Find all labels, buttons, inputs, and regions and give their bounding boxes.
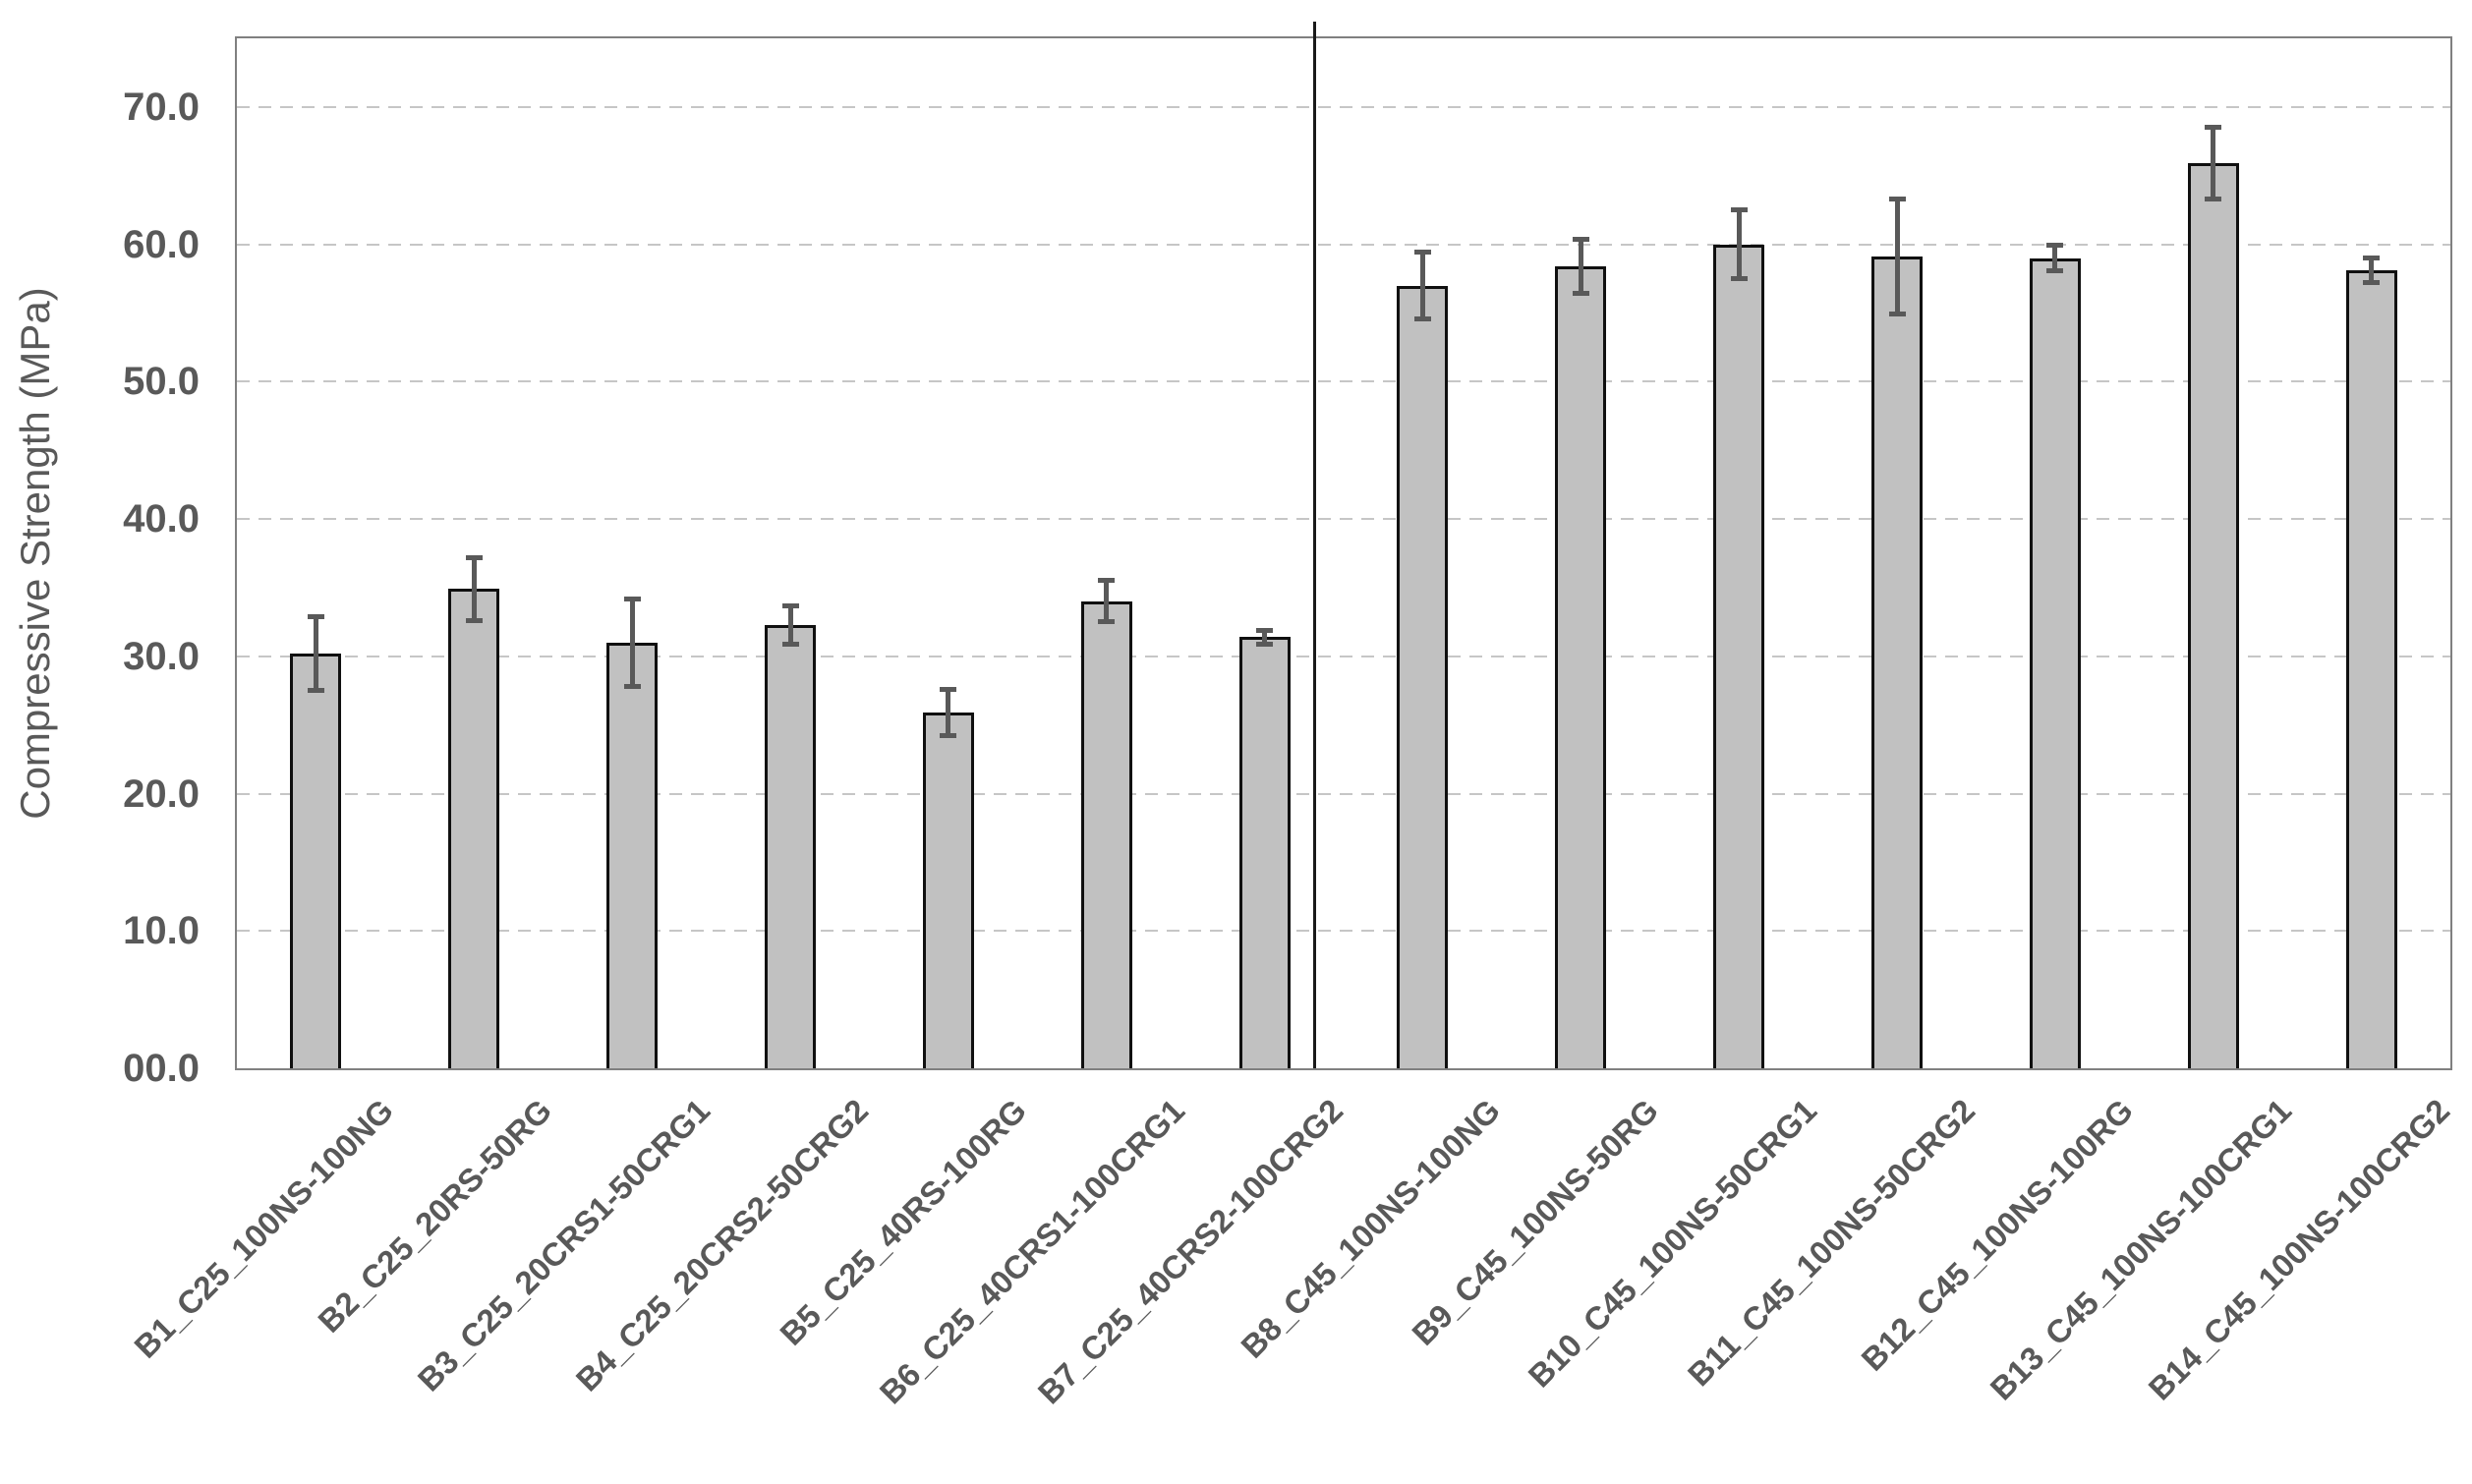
error-bar xyxy=(1894,199,1900,314)
error-bar-cap xyxy=(1572,236,1589,242)
bar xyxy=(1713,244,1765,1068)
error-bar xyxy=(787,605,793,645)
error-bar-cap xyxy=(2046,267,2064,273)
gridline xyxy=(237,518,2450,521)
y-tick-label: 50.0 xyxy=(123,360,200,404)
error-bar-cap xyxy=(1888,196,1906,201)
error-bar xyxy=(313,616,318,691)
y-tick-label: 60.0 xyxy=(123,222,200,266)
bar xyxy=(448,589,500,1068)
error-bar-cap xyxy=(781,602,799,608)
x-tick-label-text: B8_C45_100NS-100NG xyxy=(1234,1092,1508,1365)
error-bar-cap xyxy=(2046,243,2064,249)
x-tick-label-text: B11_C45_100NS-50CRG2 xyxy=(1680,1092,1983,1394)
error-bar-cap xyxy=(2363,256,2381,261)
error-bar xyxy=(471,557,477,621)
error-bar-cap xyxy=(307,688,324,694)
error-bar-cap xyxy=(940,686,957,692)
error-bar-cap xyxy=(1256,627,1274,633)
y-tick-label: 30.0 xyxy=(123,634,200,678)
y-tick-label: 00.0 xyxy=(123,1047,200,1090)
bar xyxy=(2029,257,2081,1068)
error-bar-cap xyxy=(465,617,483,623)
error-bar xyxy=(1578,239,1583,294)
error-bar xyxy=(1104,580,1110,622)
error-bar-cap xyxy=(2205,196,2222,201)
error-bar-cap xyxy=(2205,125,2222,131)
gridline xyxy=(237,380,2450,383)
error-bar-cap xyxy=(781,641,799,647)
error-bar xyxy=(1262,630,1268,645)
error-bar-cap xyxy=(1730,276,1748,282)
error-bar-cap xyxy=(1888,312,1906,317)
error-bar xyxy=(1419,252,1425,319)
gridline xyxy=(237,105,2450,108)
error-bar-cap xyxy=(623,596,641,601)
x-tick-label-text: B1_C25_100NS-100NG xyxy=(127,1092,401,1365)
error-bar xyxy=(629,599,635,687)
error-bar-cap xyxy=(1413,315,1431,321)
x-tick-label-text: B6_C25_40CRS1-100CRG1 xyxy=(872,1092,1191,1411)
group-divider-line xyxy=(1313,22,1317,1068)
gridline xyxy=(237,792,2450,795)
y-tick-label: 20.0 xyxy=(123,771,200,816)
error-bar-cap xyxy=(623,684,641,690)
bar xyxy=(1238,637,1291,1068)
x-tick-label-text: B3_C25_20CRS1-50CRG1 xyxy=(410,1092,718,1398)
y-tick-label: 40.0 xyxy=(123,497,200,542)
error-bar-cap xyxy=(307,613,324,619)
error-bar xyxy=(946,689,951,736)
x-tick-label-text: B10_C45_100NS-50CRG1 xyxy=(1521,1092,1824,1395)
x-tick-label-text: B12_C45_100NS-100RG xyxy=(1854,1092,2141,1378)
x-tick-label-text: B7_C25_40CRS2-100CRG2 xyxy=(1030,1092,1350,1411)
y-tick-label: 70.0 xyxy=(123,85,200,129)
error-bar-cap xyxy=(1098,619,1116,625)
y-tick-label: 10.0 xyxy=(123,909,200,953)
plot-area xyxy=(235,36,2452,1070)
bar xyxy=(1555,265,1607,1068)
error-bar xyxy=(2211,127,2216,200)
error-bar-cap xyxy=(940,733,957,739)
error-bar-cap xyxy=(2363,280,2381,286)
bar xyxy=(2187,163,2239,1068)
bar xyxy=(290,654,342,1068)
bar xyxy=(765,624,816,1068)
bar xyxy=(922,713,974,1068)
error-bar-cap xyxy=(465,554,483,560)
bar xyxy=(606,642,659,1068)
error-bar-cap xyxy=(1572,291,1589,297)
gridline xyxy=(237,930,2450,933)
bar xyxy=(1871,257,1923,1068)
error-bar-cap xyxy=(1098,578,1116,584)
bar xyxy=(1397,285,1449,1068)
bar xyxy=(2345,270,2397,1068)
error-bar xyxy=(2369,257,2375,283)
bar xyxy=(1080,600,1132,1068)
gridline xyxy=(237,243,2450,246)
error-bar-cap xyxy=(1413,250,1431,256)
gridline xyxy=(237,655,2450,657)
x-tick-label-text: B4_C25_20CRS2-50CRG2 xyxy=(568,1092,876,1398)
x-tick-label-text: B14_C45_100NS-100CRG2 xyxy=(2141,1092,2456,1407)
error-bar-cap xyxy=(1730,207,1748,213)
error-bar xyxy=(2052,245,2058,271)
error-bar-cap xyxy=(1256,641,1274,647)
error-bar xyxy=(1736,209,1742,279)
x-tick-label-text: B13_C45_100NS-100CRG1 xyxy=(1983,1092,2298,1407)
